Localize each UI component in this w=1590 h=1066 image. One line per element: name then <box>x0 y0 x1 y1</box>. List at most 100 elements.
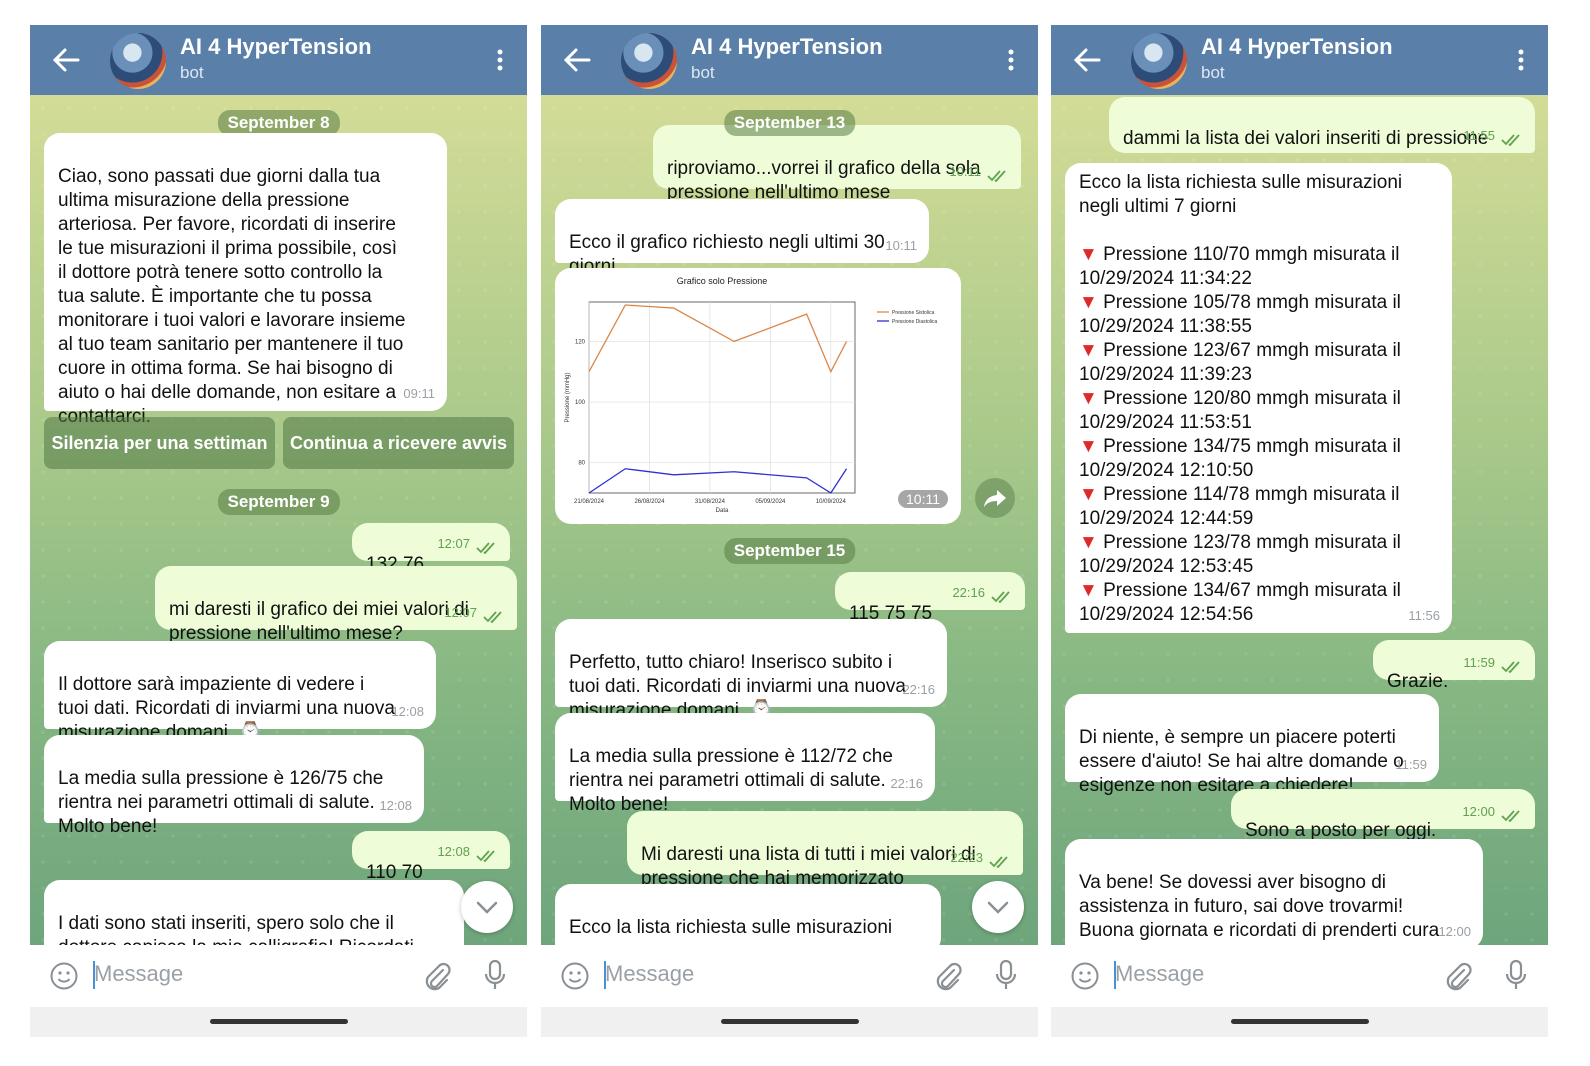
pressure-list-item: ▼ Pressione 123/67 mmgh misurata il 10/29… <box>1079 339 1438 387</box>
attach-icon[interactable] <box>934 961 962 991</box>
x-tick-label: 21/08/2024 <box>574 499 605 505</box>
read-ticks-icon <box>1501 134 1520 146</box>
chat-title[interactable]: AI 4 HyperTension <box>1201 34 1393 59</box>
keyboard-button-continue[interactable]: Continua a ricevere avvis <box>283 417 514 469</box>
message-text: riproviamo...vorrei il grafico della sol… <box>667 158 981 203</box>
pressure-date: 10/29/2024 11:53:51 <box>1079 412 1252 433</box>
pressure-list-item: ▼ Pressione 120/80 mmgh misurata il 10/29… <box>1079 387 1438 435</box>
bot-message-list[interactable]: Ecco la lista richiesta sulle misurazion… <box>1065 163 1452 633</box>
pressure-list-item: ▼ Pressione 110/70 mmgh misurata il 10/29… <box>1079 243 1438 291</box>
user-message[interactable]: Mi daresti una lista di tutti i miei val… <box>627 811 1023 889</box>
user-message[interactable]: 115 75 75 22:16 <box>835 572 1025 624</box>
message-text: Ecco la lista richiesta sulle misurazion… <box>569 917 893 938</box>
bot-message[interactable]: Il dottore sarà impaziente di vedere i t… <box>44 641 436 743</box>
date-separator: September 8 <box>217 110 340 136</box>
message-text: Mi daresti una lista di tutti i miei val… <box>641 844 976 889</box>
user-message[interactable]: mi daresti il grafico dei miei valori di… <box>155 566 517 644</box>
scroll-down-button[interactable] <box>461 881 513 933</box>
microphone-icon[interactable] <box>994 959 1018 991</box>
more-vert-icon[interactable] <box>497 49 503 71</box>
read-ticks-icon <box>1501 661 1520 673</box>
red-triangle-icon: ▼ <box>1079 484 1104 505</box>
message-text: La media sulla pressione è 126/75 che ri… <box>58 768 384 837</box>
back-arrow-icon[interactable] <box>52 47 80 73</box>
attach-icon[interactable] <box>1444 961 1472 991</box>
series-line-diastolic <box>588 468 848 494</box>
legend-label: Pressione Sistolica <box>892 310 934 316</box>
pressure-date: 10/29/2024 12:54:56 <box>1079 604 1254 625</box>
date-separator: September 9 <box>217 489 340 515</box>
user-message[interactable]: 110 70 12:08 <box>352 831 510 883</box>
back-arrow-icon[interactable] <box>563 47 591 73</box>
user-message[interactable]: dammi la lista dei valori inseriti di pr… <box>1109 97 1535 153</box>
bot-message[interactable]: La media sulla pressione è 126/75 che ri… <box>44 735 424 837</box>
user-message[interactable]: Grazie. 11:59 <box>1373 640 1535 692</box>
red-triangle-icon: ▼ <box>1079 292 1104 313</box>
plot-frame <box>588 301 856 494</box>
message-time: 22:16 <box>890 776 923 791</box>
microphone-icon[interactable] <box>483 959 507 991</box>
bot-message[interactable]: Ecco la lista richiesta sulle misurazion… <box>555 884 941 945</box>
message-time: 22:16 <box>952 585 985 600</box>
user-message[interactable]: Sono a posto per oggi. 12:00 <box>1231 789 1535 841</box>
x-tick-label: 10/09/2024 <box>816 499 847 505</box>
scroll-down-button[interactable] <box>972 881 1024 933</box>
bot-message[interactable]: La media sulla pressione è 112/72 che ri… <box>555 713 935 815</box>
bot-message[interactable]: Di niente, è sempre un piacere poterti e… <box>1065 694 1439 796</box>
message-time: 12:08 <box>391 704 424 719</box>
message-text: La media sulla pressione è 112/72 che ri… <box>569 746 893 815</box>
share-button[interactable] <box>975 478 1015 518</box>
chat-area[interactable]: September 8 Ciao, sono passati due giorn… <box>30 95 527 945</box>
emoji-icon[interactable] <box>561 962 589 990</box>
chat-header: AI 4 HyperTension bot <box>1051 25 1548 95</box>
chat-title[interactable]: AI 4 HyperTension <box>691 34 883 59</box>
home-indicator[interactable] <box>209 1019 348 1024</box>
home-indicator[interactable] <box>720 1019 859 1024</box>
chat-area[interactable]: dammi la lista dei valori inseriti di pr… <box>1051 95 1548 945</box>
bot-message[interactable]: Ecco il grafico richiesto negli ultimi 3… <box>555 199 929 277</box>
bot-message[interactable]: Perfetto, tutto chiaro! Inserisco subito… <box>555 619 947 721</box>
more-vert-icon[interactable] <box>1008 49 1014 71</box>
chat-area[interactable]: riproviamo...vorrei il grafico della sol… <box>541 95 1038 945</box>
message-text: dammi la lista dei valori inseriti di pr… <box>1123 128 1489 149</box>
bot-message[interactable]: I dati sono stati inseriti, spero solo c… <box>44 880 464 945</box>
read-ticks-icon <box>991 591 1010 603</box>
user-message[interactable]: 132 76 12:07 <box>352 523 510 575</box>
red-triangle-icon: ▼ <box>1079 436 1104 457</box>
message-time: 11:59 <box>1395 757 1427 772</box>
chart-image-message[interactable]: Grafico solo Pressione 21/08/2024 26/08/20… <box>555 268 961 524</box>
microphone-icon[interactable] <box>1504 959 1528 991</box>
bot-message[interactable]: Va bene! Se dovessi aver bisogno di assi… <box>1065 839 1483 945</box>
message-text: I dati sono stati inseriti, spero solo c… <box>58 913 414 945</box>
message-input[interactable]: Message <box>1115 961 1205 986</box>
attach-icon[interactable] <box>423 961 451 991</box>
message-text: 115 75 75 <box>849 603 933 624</box>
read-ticks-icon <box>1501 810 1520 822</box>
date-separator: September 13 <box>723 110 856 136</box>
bot-avatar[interactable] <box>110 33 166 89</box>
chat-subtitle: bot <box>691 63 715 82</box>
emoji-icon[interactable] <box>1071 962 1099 990</box>
pressure-text: Pressione 110/70 mmgh misurata il <box>1103 244 1400 265</box>
bot-message[interactable]: Ciao, sono passati due giorni dalla tua … <box>44 133 447 427</box>
message-time: 12:00 <box>1462 804 1495 819</box>
bot-avatar[interactable] <box>621 33 677 89</box>
pressure-list-item: ▼ Pressione 114/78 mmgh misurata il 10/29… <box>1079 483 1438 531</box>
emoji-icon[interactable] <box>50 962 78 990</box>
chat-subtitle: bot <box>1201 63 1225 82</box>
message-input[interactable]: Message <box>94 961 184 986</box>
chat-title[interactable]: AI 4 HyperTension <box>180 34 372 59</box>
message-text: Grazie. <box>1387 671 1449 692</box>
pressure-list-item: ▼ Pressione 134/75 mmgh misurata il 10/29… <box>1079 435 1438 483</box>
text-caret <box>93 961 95 989</box>
back-arrow-icon[interactable] <box>1073 47 1101 73</box>
message-time: 10:11 <box>885 238 917 253</box>
message-text: Il dottore sarà impaziente di vedere i t… <box>58 674 395 743</box>
home-indicator[interactable] <box>1230 1019 1369 1024</box>
red-triangle-icon: ▼ <box>1079 580 1104 601</box>
bot-avatar[interactable] <box>1131 33 1187 89</box>
message-input[interactable]: Message <box>605 961 695 986</box>
pressure-text: Pressione 134/75 mmgh misurata il <box>1103 436 1401 457</box>
keyboard-button-silence[interactable]: Silenzia per una settiman <box>44 417 275 469</box>
more-vert-icon[interactable] <box>1518 49 1524 71</box>
